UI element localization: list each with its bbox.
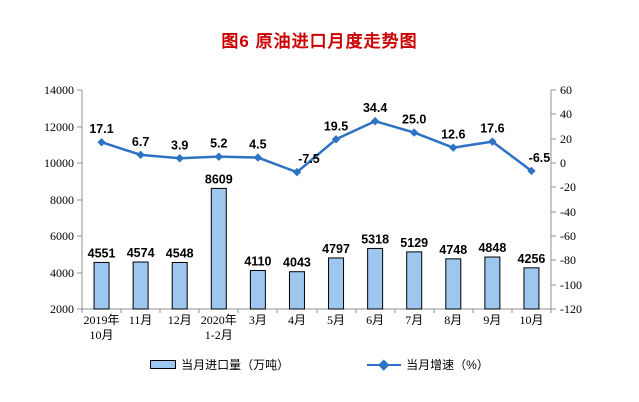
left-axis-tick-label: 8000 bbox=[50, 193, 74, 207]
chart-legend: 当月进口量（万吨） 当月增速（%） bbox=[0, 356, 639, 373]
bar-value-label: 4256 bbox=[518, 252, 546, 266]
line-marker-diamond-icon bbox=[175, 154, 184, 163]
bar-value-label: 5129 bbox=[400, 236, 428, 250]
bar-value-label: 4548 bbox=[166, 246, 194, 260]
right-axis-tick-label: -80 bbox=[560, 253, 576, 267]
bar bbox=[445, 258, 462, 310]
right-axis-tick-label: -60 bbox=[560, 229, 576, 243]
left-axis-tick-label: 10000 bbox=[44, 156, 74, 170]
line-marker-diamond-icon bbox=[449, 143, 458, 152]
right-axis-tick-label: -40 bbox=[560, 205, 576, 219]
left-axis-tick-label: 2000 bbox=[50, 302, 74, 316]
bar bbox=[523, 267, 540, 310]
left-axis-tick-label: 6000 bbox=[50, 229, 74, 243]
line-value-label: 5.2 bbox=[210, 137, 227, 151]
bar bbox=[171, 261, 188, 310]
line-value-label: 34.4 bbox=[363, 101, 387, 115]
x-axis-category-label: 2020年 1-2月 bbox=[201, 313, 237, 342]
right-axis-tick-label: 60 bbox=[560, 83, 572, 97]
line-swatch-diamond-icon bbox=[378, 358, 390, 370]
line-marker-diamond-icon bbox=[331, 135, 341, 144]
x-axis-category-label: 3月 bbox=[249, 313, 267, 327]
line-marker-diamond-icon bbox=[370, 116, 380, 126]
legend-item-growth-rate: 当月增速（%） bbox=[367, 356, 489, 373]
bar-value-label: 4043 bbox=[283, 256, 311, 270]
bar bbox=[367, 247, 384, 310]
legend-label-import-volume: 当月进口量（万吨） bbox=[181, 358, 290, 372]
x-axis-category-label: 6月 bbox=[366, 313, 384, 327]
line-value-label: 6.7 bbox=[132, 135, 149, 149]
x-axis-category-label: 12月 bbox=[168, 313, 192, 327]
line-marker-diamond-icon bbox=[136, 150, 145, 160]
line-value-label: 25.0 bbox=[402, 113, 426, 127]
line-marker-diamond-icon bbox=[488, 137, 497, 146]
bar-value-label: 4551 bbox=[88, 246, 116, 260]
line-marker-diamond-icon bbox=[410, 128, 419, 137]
bar bbox=[93, 261, 110, 310]
line-marker-diamond-icon bbox=[97, 137, 106, 147]
bar-value-label: 4797 bbox=[322, 242, 350, 256]
right-axis-tick-label: -20 bbox=[560, 180, 576, 194]
right-axis-tick-label: 20 bbox=[560, 132, 572, 146]
chart-title: 图6 原油进口月度走势图 bbox=[221, 32, 418, 51]
bar-value-label: 5318 bbox=[361, 232, 389, 246]
x-axis-category-label: 11月 bbox=[129, 313, 153, 327]
right-axis-tick-label: -100 bbox=[560, 278, 582, 292]
line-value-label: 3.9 bbox=[171, 138, 188, 152]
bar bbox=[249, 269, 266, 310]
x-axis-category-label: 7月 bbox=[405, 313, 423, 327]
x-axis-category-label: 4月 bbox=[288, 313, 306, 327]
line-value-label: 17.1 bbox=[89, 122, 113, 136]
x-axis-category-label: 10月 bbox=[519, 313, 543, 327]
bar bbox=[484, 256, 501, 310]
right-axis-tick-label: 0 bbox=[560, 156, 566, 170]
bar-value-label: 4748 bbox=[439, 243, 467, 257]
line-value-label: 19.5 bbox=[324, 119, 348, 133]
left-axis-tick-label: 12000 bbox=[44, 120, 74, 134]
line-value-label: -6.5 bbox=[529, 151, 551, 165]
line-series-swatch-icon bbox=[367, 358, 402, 370]
x-axis-category-label: 2019年 10月 bbox=[84, 313, 120, 342]
growth-line bbox=[100, 119, 533, 174]
legend-item-import-volume: 当月进口量（万吨） bbox=[150, 356, 289, 373]
bar-series-swatch-icon bbox=[150, 360, 177, 369]
line-value-label: -7.5 bbox=[298, 152, 320, 166]
line-marker-diamond-icon bbox=[214, 152, 223, 161]
x-axis-category-label: 8月 bbox=[444, 313, 462, 327]
bar bbox=[406, 251, 423, 310]
bar bbox=[210, 187, 227, 310]
left-axis-tick-label: 14000 bbox=[44, 83, 74, 97]
bar-value-label: 8609 bbox=[205, 172, 233, 186]
line-value-label: 4.5 bbox=[249, 138, 266, 152]
line-value-label: 12.6 bbox=[441, 128, 465, 142]
bar-value-label: 4848 bbox=[478, 241, 506, 255]
left-axis-tick-label: 4000 bbox=[50, 266, 74, 280]
bar-value-label: 4574 bbox=[127, 246, 155, 260]
legend-label-growth-rate: 当月增速（%） bbox=[406, 358, 489, 372]
right-axis-tick-label: 40 bbox=[560, 107, 572, 121]
x-axis-category-label: 5月 bbox=[327, 313, 345, 327]
bar bbox=[288, 271, 305, 310]
bar-value-label: 4110 bbox=[244, 254, 271, 268]
x-axis-category-label: 9月 bbox=[483, 313, 501, 327]
bar bbox=[328, 257, 345, 310]
line-value-label: 17.6 bbox=[480, 122, 504, 136]
right-axis-tick-label: -120 bbox=[560, 302, 582, 316]
bar bbox=[132, 261, 149, 310]
line-marker-diamond-icon bbox=[292, 167, 302, 177]
line-marker-diamond-icon bbox=[527, 166, 536, 176]
line-marker-diamond-icon bbox=[253, 153, 263, 162]
